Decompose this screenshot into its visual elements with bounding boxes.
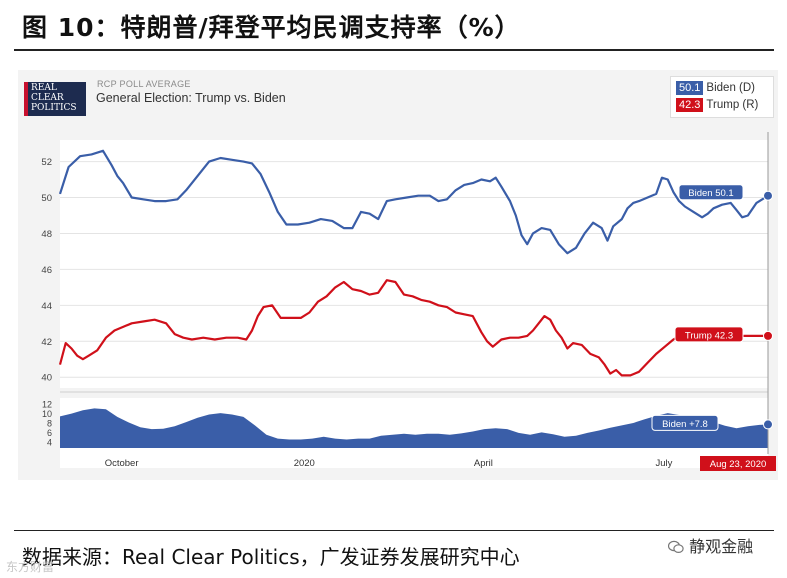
trump-callout: Trump 42.3 [674,326,744,343]
legend-label-biden: Biden (D) [706,82,755,94]
logo-line-1: REAL [31,83,57,93]
x-tick-label: July [655,458,672,469]
legend-item-trump[interactable]: 42.3 Trump (R) [676,98,758,113]
legend-label-trump: Trump (R) [706,99,759,111]
spread-tick-label: 4 [47,437,52,447]
spread-tick-label: 10 [42,409,52,419]
biden-callout-box [678,184,744,201]
wechat-icon [668,540,684,554]
rcp-logo: REAL CLEAR POLITICS [24,82,86,116]
y-tick-label: 50 [41,193,52,204]
trump-line [58,279,768,377]
y-tick-label: 42 [41,337,52,348]
spread-callout: Biden +7.8 [651,414,719,431]
y-tick-label: 40 [41,373,52,384]
trump-callout-label: Trump 42.3 [685,330,733,341]
upper-plot-area [60,140,768,388]
date-callout: Aug 23, 2020 [700,456,776,471]
spread-tick-label: 8 [47,418,52,428]
wechat-account-name: 静观金融 [689,537,754,556]
y-tick-label: 52 [41,157,52,168]
legend-value-trump: 42.3 [676,98,704,112]
x-tick-label: 2020 [294,458,315,469]
biden-end-marker [763,190,773,201]
biden-callout: Biden 50.1 [678,184,744,201]
legend-item-biden[interactable]: 50.1 Biden (D) [676,81,755,96]
legend-value-biden: 50.1 [676,81,704,95]
spread-tick-label: 6 [47,428,52,438]
chart-legend: 50.1 Biden (D) 42.3 Trump (R) [670,76,774,118]
trump-callout-box [674,326,744,343]
spread-end-marker [763,419,773,430]
wechat-account: 静观金融 [668,533,753,557]
figure-title: 图 10：特朗普/拜登平均民调支持率（%） [22,13,521,42]
spread-tick-label: 12 [42,400,52,410]
y-tick-label: 48 [41,229,52,240]
spread-area [60,408,768,448]
logo-line-2: CLEAR [31,93,64,103]
poll-title: General Election: Trump vs. Biden [96,91,286,105]
x-tick-label: October [105,458,139,469]
y-tick-label: 44 [41,301,52,312]
x-tick-label: April [474,458,493,469]
source-note: 数据来源：Real Clear Politics，广发证券发展研究中心 [22,545,520,569]
spread-callout-label: Biden +7.8 [662,419,708,430]
date-callout-box [700,456,776,471]
y-tick-label: 46 [41,265,52,276]
biden-line [58,149,769,255]
title-rule [14,49,774,51]
biden-callout-label: Biden 50.1 [688,188,733,199]
poll-average-label: RCP POLL AVERAGE [97,79,191,89]
logo-line-3: POLITICS [31,103,77,113]
spread-callout-box [651,414,719,431]
watermark: 东方财富 [6,560,55,574]
x-axis-strip [60,448,768,468]
source-rule [14,530,774,531]
trump-end-marker [763,330,773,341]
date-callout-label: Aug 23, 2020 [710,459,767,470]
